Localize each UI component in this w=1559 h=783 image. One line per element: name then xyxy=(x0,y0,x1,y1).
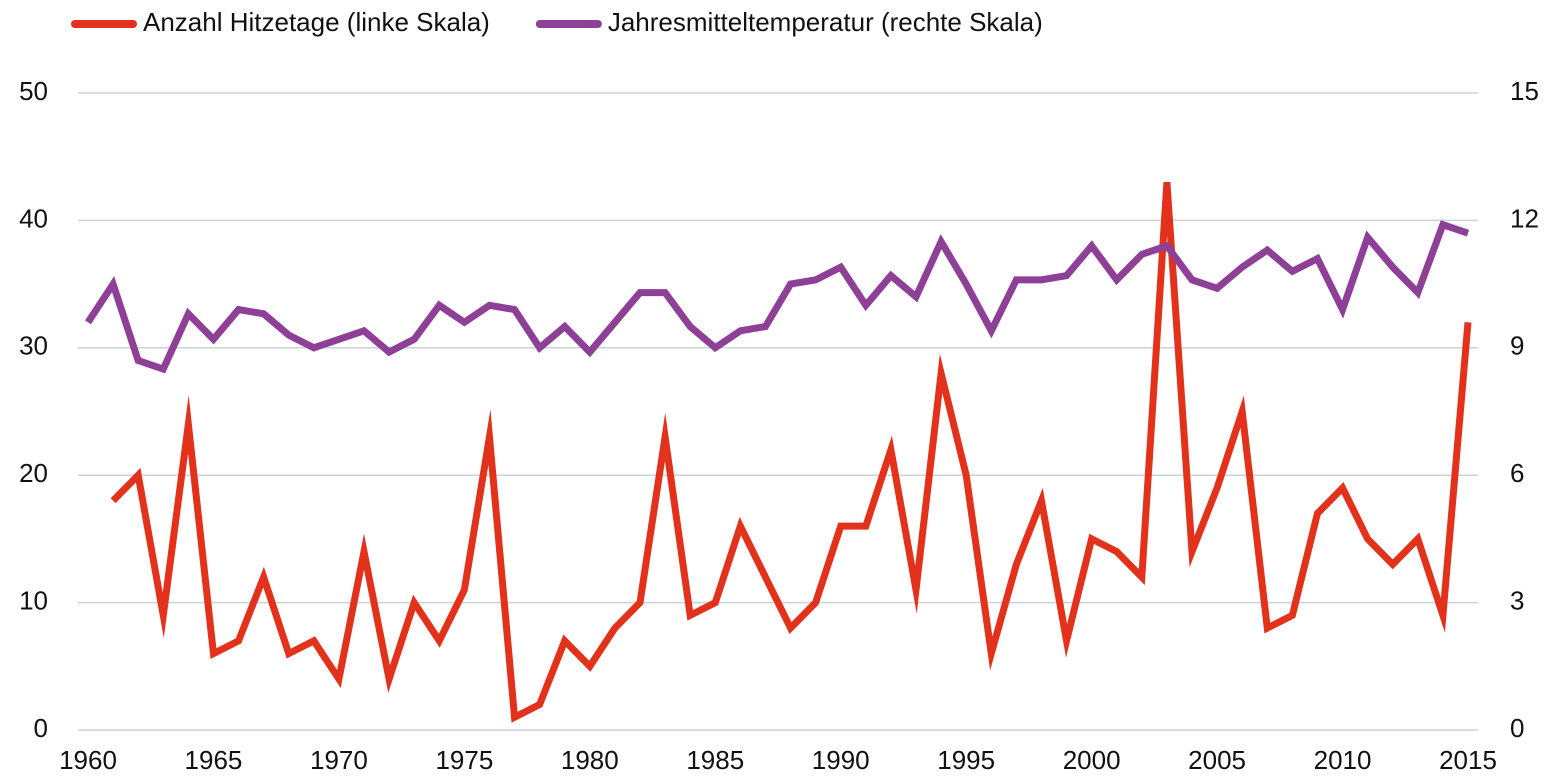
y2-tick-label: 12 xyxy=(1510,203,1539,233)
y-tick-label: 20 xyxy=(19,458,48,488)
x-tick-label: 1980 xyxy=(561,745,619,775)
x-tick-label: 2005 xyxy=(1188,745,1246,775)
x-tick-label: 1965 xyxy=(185,745,243,775)
y-tick-label: 30 xyxy=(19,331,48,361)
y-tick-label: 0 xyxy=(34,713,48,743)
y-tick-label: 50 xyxy=(19,76,48,106)
x-tick-label: 2010 xyxy=(1314,745,1372,775)
x-tick-label: 1970 xyxy=(310,745,368,775)
x-tick-label: 1990 xyxy=(812,745,870,775)
y2-tick-label: 15 xyxy=(1510,76,1539,106)
y-tick-label: 10 xyxy=(19,585,48,615)
legend-label: Jahresmitteltemperatur (rechte Skala) xyxy=(608,7,1043,37)
y2-tick-label: 6 xyxy=(1510,458,1524,488)
x-tick-label: 1985 xyxy=(686,745,744,775)
x-tick-label: 1975 xyxy=(435,745,493,775)
x-tick-label: 1960 xyxy=(59,745,117,775)
y2-tick-label: 9 xyxy=(1510,331,1524,361)
x-tick-label: 2015 xyxy=(1439,745,1497,775)
x-tick-label: 1995 xyxy=(937,745,995,775)
y2-tick-label: 0 xyxy=(1510,713,1524,743)
legend-label: Anzahl Hitzetage (linke Skala) xyxy=(143,7,490,37)
x-tick-label: 2000 xyxy=(1063,745,1121,775)
series-line xyxy=(110,181,1472,723)
series-line xyxy=(85,220,1470,374)
y-tick-label: 40 xyxy=(19,203,48,233)
y2-tick-label: 3 xyxy=(1510,585,1524,615)
